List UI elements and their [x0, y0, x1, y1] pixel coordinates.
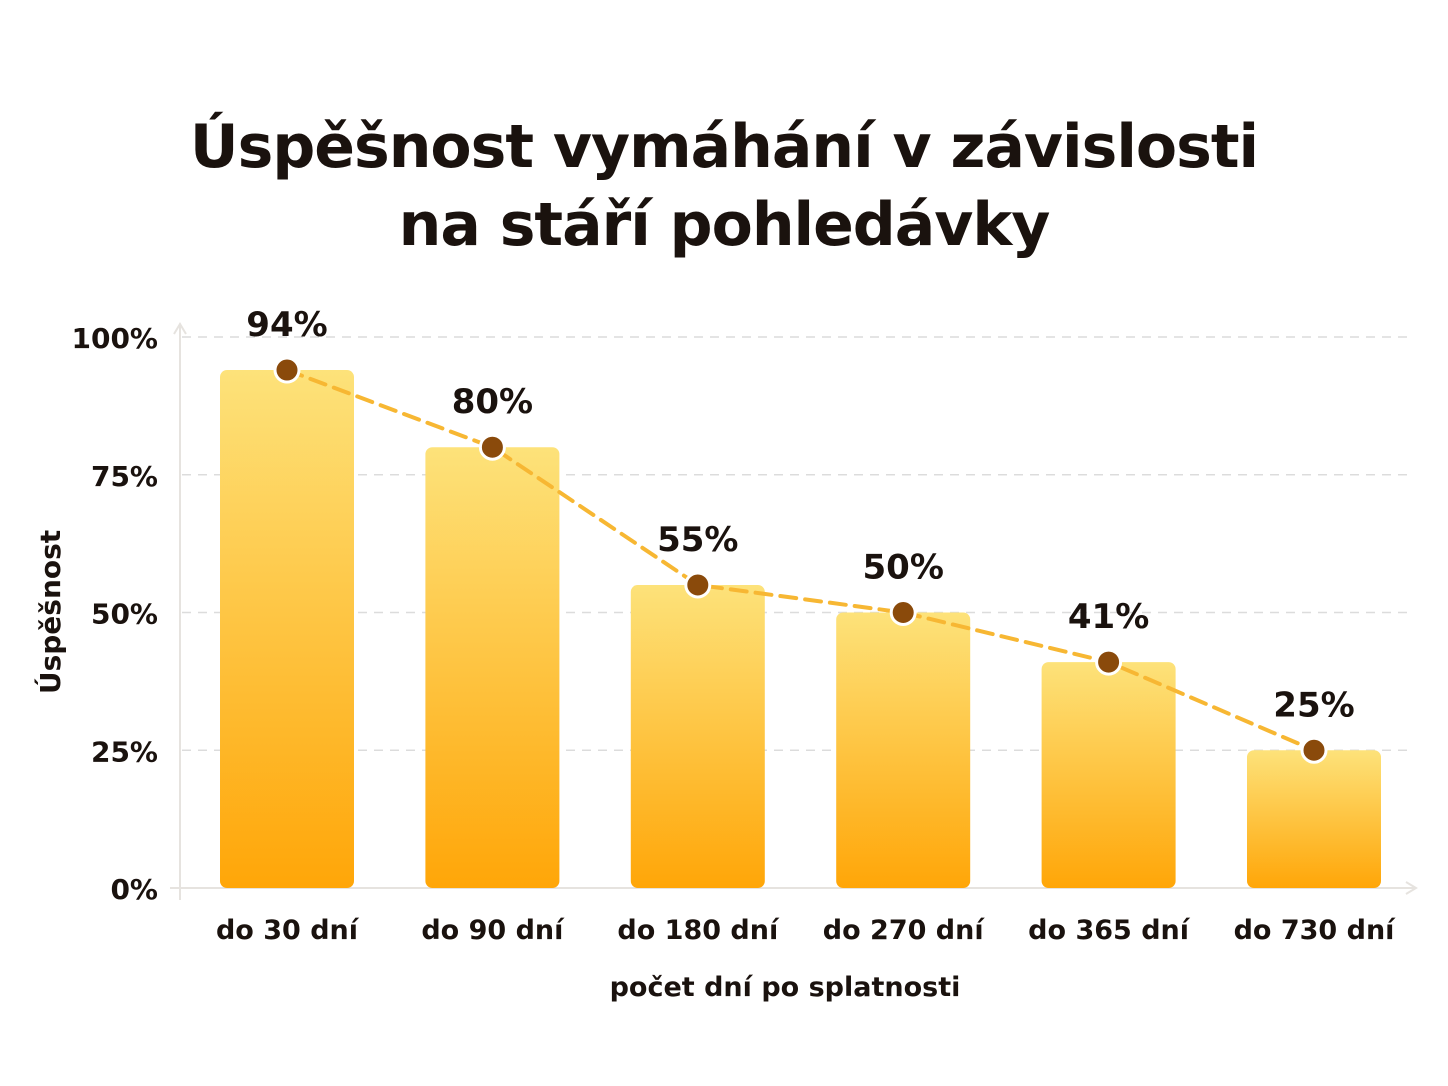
bar: [836, 612, 971, 888]
chart-title-line-1: Úspěšnost vymáhání v závislosti: [189, 112, 1259, 182]
bar: [220, 370, 354, 888]
y-tick-label: 0%: [110, 873, 158, 906]
chart-title: Úspěšnost vymáhání v závislosti na stáří…: [0, 108, 1448, 264]
axes: [170, 322, 1418, 900]
bar: [1041, 662, 1176, 888]
data-label: 80%: [452, 382, 533, 422]
chart-title-line-2: na stáří pohledávky: [398, 190, 1051, 260]
y-tick-label: 75%: [91, 460, 158, 493]
data-point: [684, 571, 712, 599]
x-axis-arrow: [1405, 881, 1418, 895]
y-axis-arrow: [173, 322, 187, 335]
y-axis-label: Úspěšnost: [33, 530, 67, 694]
y-tick-label: 100%: [71, 322, 158, 355]
x-tick-label: do 180 dní: [617, 915, 780, 946]
x-axis-label: počet dní po splatnosti: [610, 972, 961, 1003]
x-tick-label: do 270 dní: [823, 915, 986, 946]
bar: [630, 584, 765, 888]
labels: 0% 25% 50% 75% 100% 94% 80% 55% 50% 41% 25% do 30 d…: [33, 305, 1396, 1003]
data-label: 25%: [1273, 685, 1354, 725]
trend-polyline: [285, 368, 1316, 753]
data-label: 55%: [657, 520, 738, 560]
y-tick-label: 50%: [91, 598, 158, 631]
y-tick-label: 25%: [91, 735, 158, 768]
x-tick-label: do 90 dní: [421, 915, 565, 946]
x-tick-label: do 30 dní: [216, 915, 360, 946]
grid-lines: [182, 336, 1410, 751]
bar: [1247, 750, 1381, 888]
data-point: [273, 356, 301, 384]
data-label: 41%: [1068, 597, 1149, 637]
data-point: [889, 599, 917, 626]
x-tick-label: do 730 dní: [1234, 915, 1397, 946]
trend-line: [273, 356, 1328, 764]
bars: [220, 370, 1381, 888]
data-point: [478, 433, 506, 461]
data-point: [1095, 648, 1123, 676]
x-tick-label: do 365 dní: [1028, 915, 1191, 946]
data-label: 50%: [863, 548, 944, 588]
data-point: [1300, 736, 1328, 764]
bar: [425, 447, 560, 888]
data-label: 94%: [246, 305, 327, 345]
